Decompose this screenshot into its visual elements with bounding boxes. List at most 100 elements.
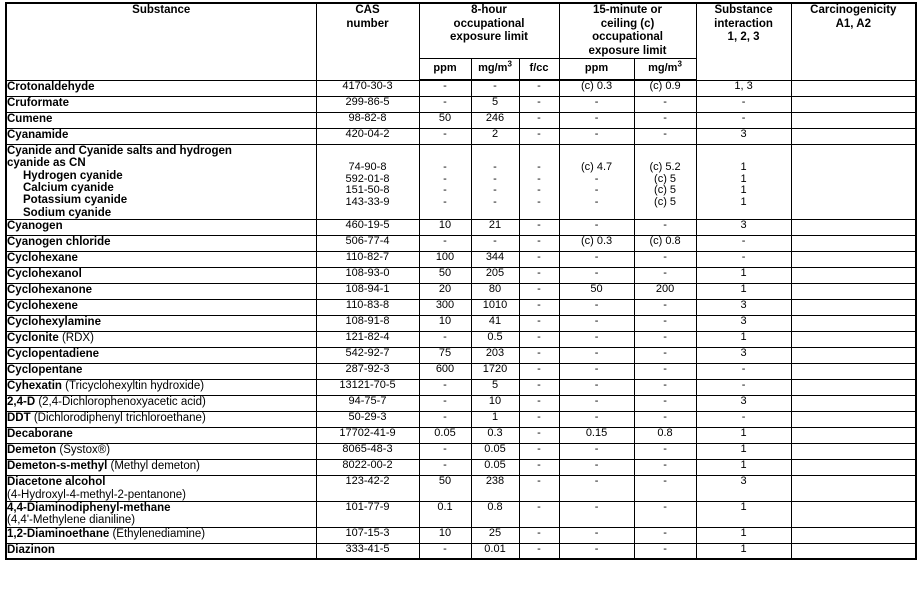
mgm3-15min-cell-value: (c) 5 — [654, 196, 677, 209]
ppm-8hour-cell: - — [418, 79, 472, 97]
column-header-substance-interaction: Substance interaction 1, 2, 3 — [695, 2, 792, 81]
carcinogenicity-cell — [790, 299, 917, 317]
ppm-15min-cell: - — [558, 379, 635, 397]
mgm3-15min-cell: 200 — [633, 283, 697, 301]
substance-interaction-cell: 1 — [695, 542, 792, 560]
ppm-8hour-cell: 10 — [418, 219, 472, 237]
ppm-8hour-cell-value: - — [443, 196, 447, 209]
unit-header-fcc: f/cc — [518, 58, 560, 82]
carcinogenicity-cell — [790, 95, 917, 113]
unit-mgm3-8hour-text: mg/m — [478, 62, 508, 75]
table-row: Cruformate 299-86-5-5- - - - — [5, 95, 917, 113]
fcc-cell-value: - — [537, 196, 541, 209]
fcc-cell: - — [518, 251, 560, 269]
ppm-15min-cell: - — [558, 500, 635, 528]
table-header: Substance CAS number 8-hour occupational… — [5, 2, 917, 82]
fcc-cell: ---- — [518, 143, 560, 221]
carcinogenicity-line2: A1, A2 — [835, 17, 871, 30]
substance-interaction-cell: - — [695, 95, 792, 113]
substance-synonym: (Dichlorodiphenyl trichloroethane) — [30, 412, 206, 425]
substance-name: Diazinon — [7, 543, 55, 556]
ppm-15min-cell: - — [558, 111, 635, 129]
substance-interaction-cell: - — [695, 235, 792, 253]
substance-cell: Cyclohexene — [5, 299, 317, 317]
table-row: Cyhexatin (Tricyclohexyltin hydroxide) 13… — [5, 379, 917, 397]
substance-interaction-cell: - — [695, 363, 792, 381]
fcc-cell-value: - — [537, 172, 541, 185]
substance-group-title-line2: cyanide as CN — [7, 157, 86, 170]
substance-interaction-cell: 1 — [695, 443, 792, 461]
ppm-8hour-cell: 300 — [418, 299, 472, 317]
ppm-8hour-cell: - — [418, 95, 472, 113]
fcc-cell: - — [518, 283, 560, 301]
cas-header-line2: number — [346, 17, 389, 30]
table-row: Cyclohexylamine 108-91-8 10 41- - -3 — [5, 315, 917, 333]
carcinogenicity-cell — [790, 443, 917, 461]
substance-interaction-cell-value: 1 — [740, 196, 747, 209]
fcc-cell: - — [518, 299, 560, 317]
substance-synonym: (RDX) — [58, 332, 94, 345]
column-header-carcinogenicity: Carcinogenicity A1, A2 — [790, 2, 917, 81]
mgm3-15min-cell-value: (c) 5 — [654, 184, 677, 197]
substance-name: Cyclohexane — [7, 252, 78, 265]
table-row: Cyclohexene 110-83-8 300 1010- - -3 — [5, 299, 917, 317]
ppm-8hour-cell-value: - — [443, 160, 447, 173]
ppm-8hour-cell: 0.1 — [418, 500, 472, 528]
table-row: 4,4-Diaminodiphenyl-methane (4,4'-Methyle… — [5, 500, 917, 528]
substance-interaction-cell: 3 — [695, 219, 792, 237]
substance-cell: Cyanamide — [5, 127, 317, 145]
mgm3-8hour-cell: 80 — [470, 283, 520, 301]
substance-cell: 2,4-D (2,4-Dichlorophenoxyacetic acid) — [5, 395, 317, 413]
cas-number-cell: 121-82-4 — [315, 331, 420, 349]
cas-number-cell: 123-42-2 — [315, 475, 420, 502]
substance-name: Decaborane — [7, 428, 73, 441]
cas-number-cell-value: 74-90-8 — [348, 160, 387, 173]
mgm3-15min-cell: - — [633, 299, 697, 317]
cas-number-cell: 299-86-5 — [315, 95, 420, 113]
substance-interaction-cell: - — [695, 111, 792, 129]
substance-name: Demeton — [7, 444, 57, 457]
cas-number-cell: 110-82-7 — [315, 251, 420, 269]
ppm-8hour-cell: 50 — [418, 475, 472, 502]
ppm-8hour-cell: 10 — [418, 526, 472, 544]
substance-name: Cyanogen — [7, 220, 63, 233]
ppm-15min-cell: - — [558, 267, 635, 285]
substance-cell: Cyhexatin (Tricyclohexyltin hydroxide) — [5, 379, 317, 397]
substance-name: Cyclohexanol — [7, 268, 82, 281]
cas-number-cell: 287-92-3 — [315, 363, 420, 381]
substance-cell: Cyclohexanone — [5, 283, 317, 301]
interaction-line1: Substance — [714, 4, 773, 16]
table-row: Demeton (Systox®) 8065-48-3-0.05- - -1 — [5, 443, 917, 461]
carcinogenicity-cell — [790, 331, 917, 349]
ppm-15min-cell: - — [558, 331, 635, 349]
ppm-8hour-cell: - — [418, 395, 472, 413]
carcinogenicity-cell — [790, 267, 917, 285]
mgm3-15min-cell: 0.8 — [633, 427, 697, 445]
mgm3-15min-cell: - — [633, 443, 697, 461]
substance-synonym-second-line: (4,4'-Methylene dianiline) — [7, 514, 136, 527]
fcc-cell: - — [518, 459, 560, 477]
mgm3-15min-cell: - — [633, 500, 697, 528]
substance-interaction-cell: 1 — [695, 267, 792, 285]
cas-number-cell: 108-93-0 — [315, 267, 420, 285]
group-15min-line2: ceiling (c) — [600, 17, 655, 30]
substance-synonym-second-line: (4-Hydroxyl-4-methyl-2-pentanone) — [7, 488, 186, 501]
substance-interaction-cell-value: 1 — [740, 172, 747, 185]
ppm-8hour-cell: - — [418, 542, 472, 560]
mgm3-8hour-cell: ---- — [470, 143, 520, 221]
cas-number-cell: 17702-41-9 — [315, 427, 420, 445]
unit-header-ppm-15min: ppm — [558, 58, 635, 82]
cas-number-cell: 460-19-5 — [315, 219, 420, 237]
substance-cell: Demeton-s-methyl (Methyl demeton) — [5, 459, 317, 477]
mgm3-15min-cell: - — [633, 459, 697, 477]
fcc-cell: - — [518, 219, 560, 237]
mgm3-8hour-cell: 0.8 — [470, 500, 520, 528]
fcc-cell: - — [518, 379, 560, 397]
cas-number-cell: 542-92-7 — [315, 347, 420, 365]
substance-cell: 4,4-Diaminodiphenyl-methane (4,4'-Methyle… — [5, 500, 317, 528]
group-8hour-line1: 8-hour — [471, 4, 507, 16]
table-row: Cyclohexanone 108-94-1 20 80-50 200 1 — [5, 283, 917, 301]
column-group-header-15min-ceiling-limit: 15-minute or ceiling (c) occupational ex… — [558, 2, 697, 60]
